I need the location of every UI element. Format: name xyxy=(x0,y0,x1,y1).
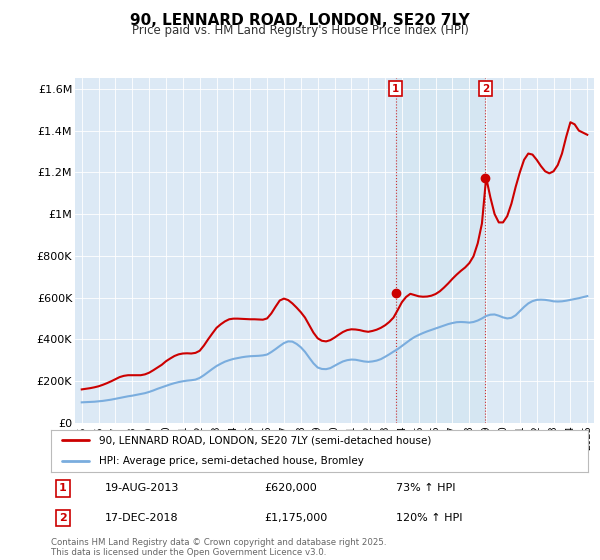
Text: £620,000: £620,000 xyxy=(264,483,317,493)
Text: Price paid vs. HM Land Registry's House Price Index (HPI): Price paid vs. HM Land Registry's House … xyxy=(131,24,469,38)
Text: 90, LENNARD ROAD, LONDON, SE20 7LY: 90, LENNARD ROAD, LONDON, SE20 7LY xyxy=(130,13,470,27)
Text: 1: 1 xyxy=(59,483,67,493)
Text: 73% ↑ HPI: 73% ↑ HPI xyxy=(396,483,455,493)
Text: 1: 1 xyxy=(392,83,399,94)
Text: 19-AUG-2013: 19-AUG-2013 xyxy=(105,483,179,493)
Text: Contains HM Land Registry data © Crown copyright and database right 2025.
This d: Contains HM Land Registry data © Crown c… xyxy=(51,538,386,557)
Text: 17-DEC-2018: 17-DEC-2018 xyxy=(105,513,179,523)
Text: HPI: Average price, semi-detached house, Bromley: HPI: Average price, semi-detached house,… xyxy=(100,456,364,466)
Text: 120% ↑ HPI: 120% ↑ HPI xyxy=(396,513,463,523)
Text: 90, LENNARD ROAD, LONDON, SE20 7LY (semi-detached house): 90, LENNARD ROAD, LONDON, SE20 7LY (semi… xyxy=(100,435,432,445)
Text: 2: 2 xyxy=(482,83,489,94)
Text: £1,175,000: £1,175,000 xyxy=(264,513,327,523)
Bar xyxy=(395,78,485,423)
Text: 2: 2 xyxy=(59,513,67,523)
